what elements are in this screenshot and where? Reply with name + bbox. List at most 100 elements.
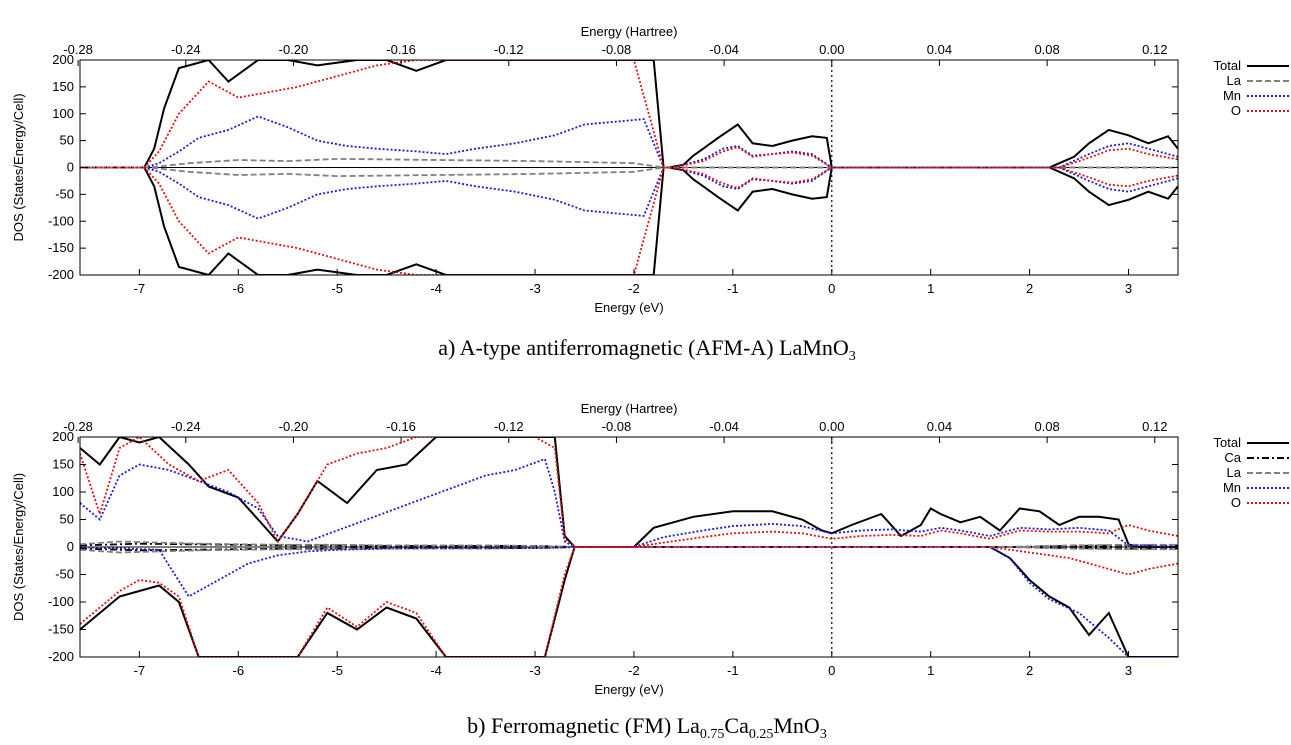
series-o-line-up — [80, 437, 1178, 548]
caption-part: Ferromagnetic (FM) La — [491, 713, 700, 738]
y-tick-label: 0 — [67, 539, 74, 554]
caption-part: 3 — [820, 727, 827, 742]
legend-label: Mn — [1223, 88, 1241, 103]
x2-tick-label: -0.28 — [63, 42, 93, 57]
x2-tick-label: -0.24 — [171, 419, 201, 434]
x-tick-label: 2 — [1026, 281, 1033, 296]
y-tick-label: -200 — [48, 267, 74, 282]
x2-tick-label: 0.04 — [927, 419, 952, 434]
series-total-line-down — [80, 166, 1178, 275]
caption-part: MnO — [773, 713, 819, 738]
y-axis-label: DOS (States/Energy/Cell) — [11, 473, 26, 621]
caption-part: 0.25 — [749, 727, 774, 742]
x2-tick-label: 0.08 — [1034, 42, 1059, 57]
series-o-line-down — [80, 546, 1178, 657]
series-total-line-up — [80, 437, 1178, 548]
y-tick-label: 150 — [52, 79, 74, 94]
x2-tick-label: -0.16 — [386, 419, 416, 434]
x2-tick-label: 0.00 — [819, 419, 844, 434]
y-tick-label: 0 — [67, 160, 74, 175]
x2-tick-label: -0.04 — [709, 419, 739, 434]
caption-part: a) — [438, 335, 455, 360]
x2-tick-label: -0.04 — [709, 42, 739, 57]
y-tick-label: 200 — [52, 429, 74, 444]
legend-label: O — [1231, 103, 1241, 118]
legend-label: Total — [1214, 435, 1242, 450]
legend-label: O — [1231, 495, 1241, 510]
y-tick-label: -100 — [48, 213, 74, 228]
legend-label: Ca — [1224, 450, 1241, 465]
x-tick-label: -6 — [232, 663, 244, 678]
x2-tick-label: 0.08 — [1034, 419, 1059, 434]
series-la-line-up — [80, 157, 1178, 169]
x2-tick-label: 0.04 — [927, 42, 952, 57]
x2-axis-label: Energy (Hartree) — [581, 24, 678, 39]
chart-caption: b) Ferromagnetic (FM) La0.75Ca0.25MnO3 — [467, 713, 827, 742]
x2-tick-label: -0.20 — [279, 42, 309, 57]
caption-part: Ca — [724, 713, 749, 738]
x-tick-label: 1 — [927, 663, 934, 678]
caption-part: 3 — [849, 349, 856, 364]
x2-tick-label: -0.16 — [386, 42, 416, 57]
y-tick-label: 50 — [60, 512, 74, 527]
x-tick-label: -7 — [134, 281, 146, 296]
x2-tick-label: 0.12 — [1142, 42, 1167, 57]
x-axis-label: Energy (eV) — [594, 300, 663, 315]
caption-part: b) — [467, 713, 485, 738]
chart-caption: a) A-type antiferromagnetic (AFM-A) LaMn… — [438, 335, 856, 364]
x2-tick-label: -0.24 — [171, 42, 201, 57]
series-la-line-up — [80, 540, 1178, 551]
x-tick-label: -5 — [331, 281, 343, 296]
x2-tick-label: 0.00 — [819, 42, 844, 57]
x-tick-label: 3 — [1125, 663, 1132, 678]
x-tick-label: 2 — [1026, 663, 1033, 678]
x2-tick-label: -0.12 — [494, 42, 524, 57]
x-tick-label: -4 — [430, 663, 442, 678]
plot-area — [80, 60, 1178, 275]
series-mn-line-down — [80, 546, 1178, 657]
x2-tick-label: -0.12 — [494, 419, 524, 434]
y-tick-label: -100 — [48, 594, 74, 609]
x-tick-label: 0 — [828, 663, 835, 678]
x-tick-label: 3 — [1125, 281, 1132, 296]
x-tick-label: -5 — [331, 663, 343, 678]
x-tick-label: -1 — [727, 281, 739, 296]
y-tick-label: 150 — [52, 457, 74, 472]
series-mn-line-up — [80, 457, 1178, 548]
plot-area — [80, 437, 1178, 657]
x-tick-label: -2 — [628, 281, 640, 296]
series-total-line-up — [80, 60, 1178, 169]
series-la-line-down — [80, 166, 1178, 178]
x-axis-label: Energy (eV) — [594, 682, 663, 697]
y-tick-label: 100 — [52, 106, 74, 121]
x-tick-label: 0 — [828, 281, 835, 296]
x2-tick-label: -0.08 — [602, 419, 632, 434]
x2-axis-label: Energy (Hartree) — [581, 401, 678, 416]
x2-tick-label: -0.08 — [602, 42, 632, 57]
y-tick-label: -200 — [48, 649, 74, 664]
x-tick-label: -2 — [628, 663, 640, 678]
y-tick-label: 100 — [52, 484, 74, 499]
caption-part: A-type antiferromagnetic (AFM-A) LaMnO — [460, 335, 849, 360]
x-tick-label: 1 — [927, 281, 934, 296]
x-tick-label: -6 — [232, 281, 244, 296]
series-o-line-up — [80, 60, 1178, 169]
y-tick-label: -150 — [48, 240, 74, 255]
x-tick-label: -4 — [430, 281, 442, 296]
legend-label: Total — [1214, 58, 1242, 73]
y-tick-label: 200 — [52, 52, 74, 67]
series-total-line-down — [80, 546, 1178, 657]
x2-tick-label: -0.28 — [63, 419, 93, 434]
x2-tick-label: -0.20 — [279, 419, 309, 434]
x-tick-label: -1 — [727, 663, 739, 678]
y-tick-label: -50 — [55, 567, 74, 582]
caption-part: 0.75 — [700, 727, 725, 742]
y-tick-label: 50 — [60, 133, 74, 148]
legend-label: La — [1227, 465, 1242, 480]
legend-label: La — [1227, 73, 1242, 88]
x-tick-label: -7 — [134, 663, 146, 678]
x-tick-label: -3 — [529, 663, 541, 678]
